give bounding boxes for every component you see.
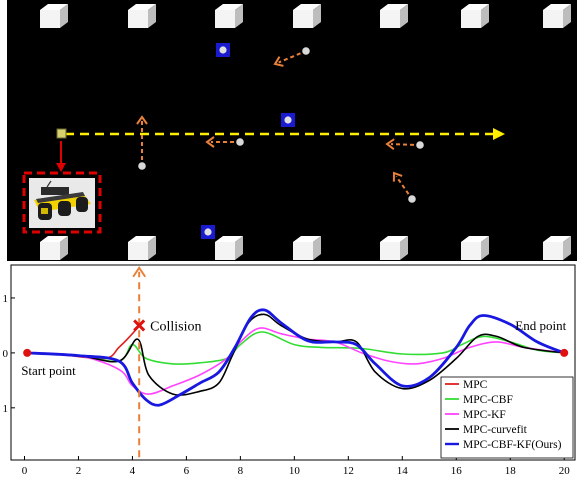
- x-tick-label: 20: [559, 465, 571, 477]
- scene-background: [7, 0, 577, 261]
- robot-rover-icon: [29, 178, 95, 228]
- collision-label: Collision: [150, 319, 201, 334]
- robot-zoom-box: [22, 171, 102, 234]
- white-cube-icon: [40, 236, 68, 260]
- robot-marker: [56, 128, 67, 139]
- velocity-arrow: [278, 52, 301, 64]
- static-obstacle: [216, 43, 230, 57]
- legend-box: [440, 376, 574, 459]
- x-tick-label: 18: [505, 465, 517, 477]
- white-cube-icon: [128, 236, 156, 260]
- velocity-arrowhead: [205, 136, 215, 148]
- x-tick-label: 16: [451, 465, 463, 477]
- velocity-arrowhead: [385, 138, 395, 151]
- x-tick-label: 8: [238, 465, 244, 477]
- white-cube-icon: [461, 236, 489, 260]
- legend-entry: MPC-curvefit: [463, 424, 528, 436]
- series-line-3: [26, 313, 565, 396]
- x-tick-label: 2: [76, 465, 82, 477]
- pedestrian: [205, 136, 244, 148]
- legend-entry: MPC-CBF-KF(Ours): [463, 439, 562, 451]
- planned-path-arrowhead: [493, 128, 505, 140]
- velocity-arrow: [390, 143, 415, 146]
- velocity-arrowhead: [273, 56, 284, 67]
- white-cube-icon: [380, 236, 408, 260]
- pedestrian: [385, 138, 424, 151]
- simulation-scene: [7, 0, 577, 261]
- x-tick-label: 6: [184, 465, 190, 477]
- x-tick-label: 4: [130, 465, 136, 477]
- x-tick-label: 0: [22, 465, 28, 477]
- pedestrian-dot: [236, 138, 244, 146]
- static-obstacle: [281, 113, 295, 127]
- callout-arrowhead: [56, 163, 66, 172]
- start-point-marker: [23, 348, 32, 357]
- pedestrian: [392, 171, 416, 203]
- legend: MPC MPC-CBF MPC-KF MPC-curvefit MPC-CBF-KF(O…: [440, 376, 574, 459]
- pedestrian-dot: [416, 141, 424, 149]
- y-tick-label: 1: [3, 293, 9, 305]
- white-cube-icon: [543, 236, 571, 260]
- series-lines: [25, 308, 566, 407]
- obstacle-path-arrowhead: [132, 265, 147, 278]
- x-tick-label: 14: [397, 465, 409, 477]
- pedestrian-dot: [302, 47, 310, 55]
- pedestrian-dot: [138, 162, 146, 170]
- white-cube-icon: [380, 4, 408, 28]
- white-cube-icon: [40, 4, 68, 28]
- white-cube-icon: [461, 4, 489, 28]
- collision-x-icon: [133, 319, 146, 332]
- white-cube-icon: [215, 236, 243, 260]
- legend-entry: MPC: [463, 379, 488, 391]
- white-cube-icon: [293, 236, 321, 260]
- x-tick-label: 12: [343, 465, 354, 477]
- white-cube-icon: [543, 4, 571, 28]
- start-point-label: Start point: [21, 363, 76, 378]
- static-obstacle: [201, 225, 215, 239]
- pedestrian: [273, 47, 310, 67]
- y-tick-label: 1: [3, 403, 9, 415]
- x-tick-label: 10: [289, 465, 301, 477]
- pedestrian-group: [136, 47, 424, 203]
- white-cube-icon: [215, 4, 243, 28]
- series-line-4: [25, 308, 566, 407]
- legend-entry: MPC-CBF: [463, 394, 513, 406]
- white-cube-icon: [128, 4, 156, 28]
- legend-entry: MPC-KF: [463, 409, 506, 421]
- y-tick-label: 0: [3, 348, 9, 360]
- axes-frame: [10, 264, 576, 461]
- end-point-marker: [560, 348, 569, 357]
- pedestrian-dot: [408, 195, 416, 203]
- pedestrian: [136, 115, 148, 170]
- chart-markers: [23, 265, 569, 458]
- velocity-arrow: [395, 175, 410, 195]
- end-point-label: End point: [515, 318, 566, 333]
- white-cube-icon: [293, 4, 321, 28]
- pillar-group: [40, 4, 571, 260]
- series-line-1: [26, 331, 565, 365]
- velocity-arrowhead: [136, 115, 148, 125]
- velocity-arrowhead: [392, 171, 403, 182]
